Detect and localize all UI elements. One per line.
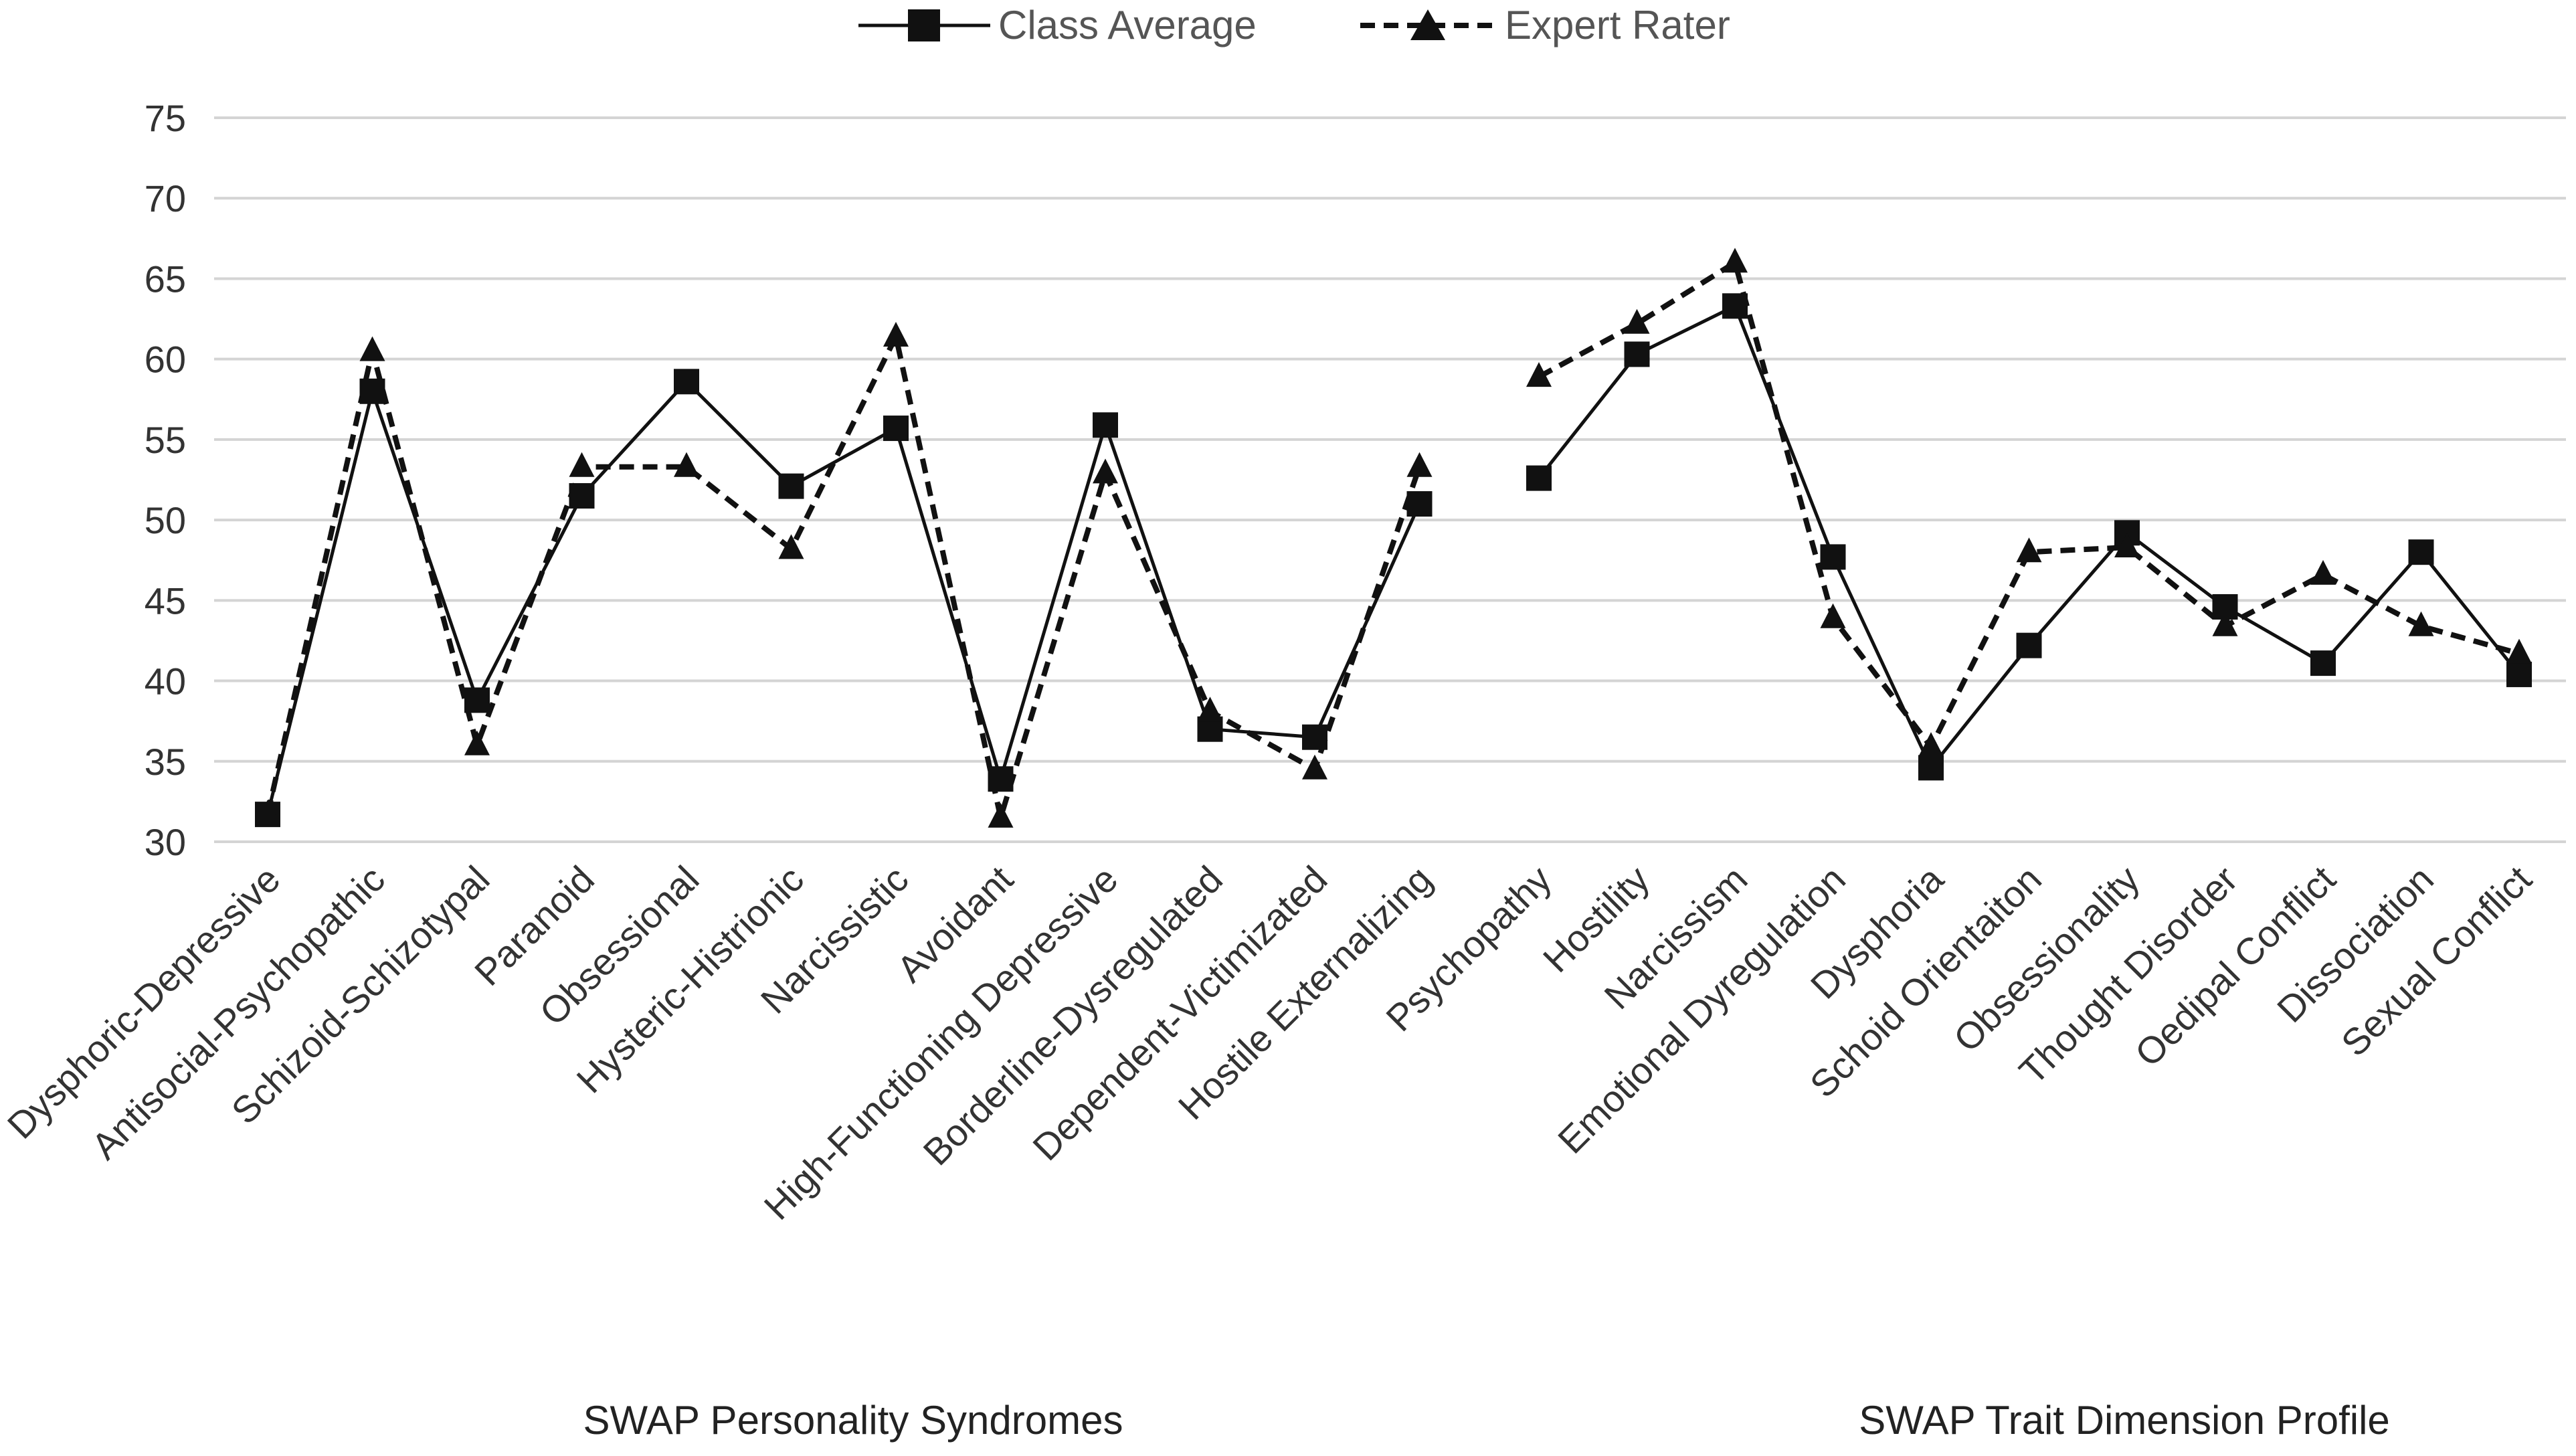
point-class-average-emotional-dyregulation	[1820, 544, 1846, 570]
legend-class-average-marker	[908, 9, 940, 41]
point-expert-rater-oedipal-conflict	[2310, 559, 2336, 585]
point-class-average-dissociation	[2408, 539, 2434, 565]
point-expert-rater-dependent-victimizated	[1302, 754, 1327, 780]
point-expert-rater-dysphoric-depressive	[255, 800, 280, 825]
y-tick-label-65: 65	[145, 258, 186, 300]
point-class-average-high-functioning-depressive	[1093, 412, 1118, 438]
point-class-average-hostility	[1624, 341, 1650, 367]
point-class-average-schoid-orientaiton	[2016, 632, 2042, 658]
point-class-average-narcissistic	[883, 416, 909, 442]
point-class-average-obsessional	[674, 369, 699, 395]
x-axis-labels: Dysphoric-DepressiveAntisocial-Psychopat…	[0, 857, 2540, 1228]
point-expert-rater-dysphoria	[1918, 732, 1944, 757]
y-tick-label-70: 70	[145, 177, 186, 219]
point-expert-rater-hostile-externalizing	[1406, 452, 1433, 477]
y-axis: 30 35 40 45 50 55 60 65 70 75	[145, 97, 186, 863]
point-expert-rater-antisocial-psychopathic	[359, 336, 385, 361]
legend-expert-rater-label: Expert Rater	[1505, 3, 1730, 48]
y-tick-label-35: 35	[145, 741, 186, 783]
point-expert-rater-schizoid-schizotypal	[464, 730, 490, 755]
point-expert-rater-emotional-dyregulation	[1820, 603, 1846, 628]
point-class-average-psychopathy	[1526, 465, 1552, 491]
point-expert-rater-borderline-dysregulated	[1197, 697, 1223, 722]
point-class-average-dysphoria	[1918, 755, 1944, 781]
point-class-average-antisocial-psychopathic	[359, 378, 385, 404]
group-label-personality-syndromes: SWAP Personality Syndromes	[583, 1398, 1123, 1443]
point-class-average-sexual-conflict	[2506, 661, 2532, 687]
point-expert-rater-narcissistic	[883, 322, 909, 347]
point-class-average-hysteric-histrionic	[778, 473, 804, 499]
point-class-average-paranoid	[569, 483, 595, 509]
point-expert-rater-obsessionality	[2114, 532, 2140, 557]
series-line-expert-rater-1	[265, 328, 1422, 828]
series-markers	[255, 248, 2532, 828]
legend: Class Average Expert Rater	[858, 3, 1730, 48]
legend-expert-rater-marker	[1410, 9, 1445, 40]
point-expert-rater-narcissism	[1722, 248, 1748, 273]
point-class-average-narcissism	[1722, 293, 1748, 319]
y-tick-label-30: 30	[145, 821, 186, 863]
y-tick-label-40: 40	[145, 660, 186, 703]
series-line-expert-rater-2	[1538, 258, 2520, 752]
point-expert-rater-obsessional	[674, 452, 699, 477]
point-class-average-oedipal-conflict	[2310, 650, 2336, 676]
series-line-class-average-1	[266, 379, 1421, 815]
y-tick-label-45: 45	[145, 579, 186, 622]
series-line-class-average-2	[1538, 303, 2520, 771]
group-label-trait-dimension-profile: SWAP Trait Dimension Profile	[1859, 1398, 2390, 1443]
point-expert-rater-dissociation	[2408, 611, 2434, 636]
gridlines	[214, 116, 2566, 843]
series-lines	[265, 258, 2520, 828]
point-expert-rater-paranoid	[569, 452, 595, 477]
point-expert-rater-hysteric-histrionic	[778, 534, 804, 559]
point-expert-rater-psychopathy	[1526, 362, 1552, 387]
y-tick-label-60: 60	[145, 339, 186, 381]
point-expert-rater-avoidant	[988, 802, 1014, 828]
point-class-average-schizoid-schizotypal	[464, 687, 490, 713]
point-expert-rater-thought-disorder	[2212, 611, 2238, 636]
legend-class-average-label: Class Average	[998, 3, 1257, 48]
point-expert-rater-sexual-conflict	[2506, 638, 2532, 664]
point-class-average-avoidant	[988, 766, 1014, 792]
point-class-average-dependent-victimizated	[1302, 724, 1327, 750]
point-expert-rater-high-functioning-depressive	[1093, 458, 1118, 484]
y-tick-label-50: 50	[145, 499, 186, 541]
y-tick-label-55: 55	[145, 419, 186, 461]
point-expert-rater-hostility	[1624, 308, 1650, 334]
y-tick-label-75: 75	[145, 97, 186, 139]
point-class-average-hostile-externalizing	[1406, 491, 1433, 517]
point-expert-rater-schoid-orientaiton	[2016, 537, 2042, 563]
